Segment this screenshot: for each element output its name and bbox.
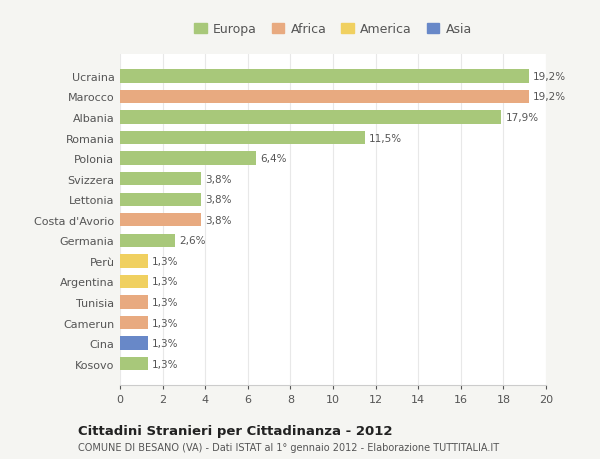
Bar xyxy=(120,111,501,124)
Bar xyxy=(120,70,529,84)
Bar xyxy=(120,132,365,145)
Text: 19,2%: 19,2% xyxy=(533,92,566,102)
Text: 1,3%: 1,3% xyxy=(152,277,178,287)
Text: 11,5%: 11,5% xyxy=(369,133,403,143)
Bar xyxy=(120,275,148,289)
Bar xyxy=(120,357,148,370)
Text: 3,8%: 3,8% xyxy=(205,195,232,205)
Bar xyxy=(120,296,148,309)
Text: 17,9%: 17,9% xyxy=(506,113,539,123)
Bar xyxy=(120,173,201,186)
Bar xyxy=(120,90,529,104)
Bar xyxy=(120,255,148,268)
Text: 2,6%: 2,6% xyxy=(179,236,206,246)
Text: 1,3%: 1,3% xyxy=(152,338,178,348)
Bar xyxy=(120,316,148,330)
Text: 19,2%: 19,2% xyxy=(533,72,566,82)
Legend: Europa, Africa, America, Asia: Europa, Africa, America, Asia xyxy=(189,18,477,41)
Bar xyxy=(120,152,256,165)
Text: 3,8%: 3,8% xyxy=(205,215,232,225)
Text: Cittadini Stranieri per Cittadinanza - 2012: Cittadini Stranieri per Cittadinanza - 2… xyxy=(78,424,392,437)
Text: 3,8%: 3,8% xyxy=(205,174,232,185)
Bar xyxy=(120,193,201,207)
Text: 1,3%: 1,3% xyxy=(152,297,178,308)
Text: 1,3%: 1,3% xyxy=(152,256,178,266)
Bar xyxy=(120,234,175,247)
Bar xyxy=(120,213,201,227)
Bar xyxy=(120,337,148,350)
Text: COMUNE DI BESANO (VA) - Dati ISTAT al 1° gennaio 2012 - Elaborazione TUTTITALIA.: COMUNE DI BESANO (VA) - Dati ISTAT al 1°… xyxy=(78,442,499,452)
Text: 6,4%: 6,4% xyxy=(260,154,287,164)
Text: 1,3%: 1,3% xyxy=(152,318,178,328)
Text: 1,3%: 1,3% xyxy=(152,359,178,369)
